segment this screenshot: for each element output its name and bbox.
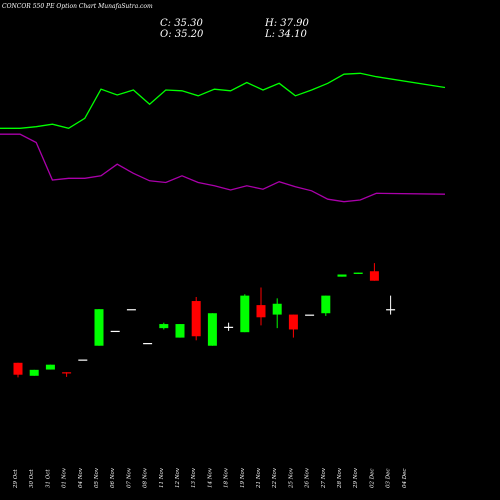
candle-body [94,309,104,346]
x-tick-label: 12 Nov [175,467,181,488]
candle-body [369,271,379,281]
candle-body [305,314,315,316]
candle-body [272,303,282,315]
lower-indicator-line [0,133,446,203]
x-tick-label: 02 Dec [369,469,375,489]
candle-body [13,362,23,375]
candle-body [288,314,298,330]
candle-body [353,272,363,274]
candle-body [175,324,185,338]
candle-body [321,295,331,314]
x-tick-label: 04 Dec [402,469,408,489]
x-tick-label: 26 Nov [305,467,311,489]
x-tick-label: 14 Nov [207,467,213,488]
x-tick-label: 06 Nov [110,467,116,488]
candle-body [207,313,217,346]
candle-body [159,324,169,329]
x-tick-label: 08 Nov [143,467,149,488]
open-value: O: 35.20 [160,29,204,40]
x-tick-label: 03 Dec [386,469,392,489]
candle-body [29,369,39,376]
upper-indicator-line [0,72,446,129]
candle-body [126,309,136,311]
x-tick-label: 05 Nov [94,467,100,488]
candle-body [78,359,88,361]
x-tick-label: 21 Nov [256,467,262,489]
candle-body [143,343,153,345]
high-value: H: 37.90 [264,18,310,29]
close-value: C: 35.30 [160,18,203,29]
chart-title: CONCOR 550 PE Option Chart MunafaSutra.c… [2,3,153,10]
x-tick-label: 27 Nov [321,467,327,489]
x-tick-label: 29 Oct [13,469,19,489]
x-tick-label: 29 Nov [353,467,359,489]
candles-group [13,263,396,378]
candle-body [337,274,347,277]
candle-body [191,301,201,337]
candle-body [62,372,72,374]
x-tick-label: 30 Oct [29,469,35,488]
x-tick-label: 11 Nov [159,467,165,488]
candle-body [240,295,250,333]
x-tick-label: 13 Nov [191,467,197,488]
indicator-lines [0,72,446,203]
x-tick-label: 31 Oct [45,469,51,488]
candle-body [110,330,120,333]
candle-body [256,305,266,318]
x-tick-label: 18 Nov [224,467,230,488]
x-tick-label: 25 Nov [288,467,294,489]
x-axis-ticks: 29 Oct 30 Oct 31 Oct 01 Nov 04 Nov 05 Nov 06 N… [13,467,408,489]
x-tick-label: 07 Nov [126,467,132,488]
x-tick-label: 22 Nov [272,467,278,489]
x-tick-label: 04 Nov [78,467,84,488]
candle-body [224,326,234,328]
x-tick-label: 28 Nov [337,467,343,489]
candle-body [386,309,396,311]
candle-body [45,364,55,370]
low-value: L: 34.10 [264,29,307,40]
x-tick-label: 19 Nov [240,467,246,488]
x-tick-label: 01 Nov [62,467,68,488]
